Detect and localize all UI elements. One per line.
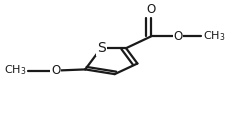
Text: O: O [146,3,156,16]
Text: S: S [97,41,105,55]
Text: CH$_3$: CH$_3$ [4,64,26,77]
Text: O: O [51,64,60,77]
Text: O: O [174,30,183,43]
Text: CH$_3$: CH$_3$ [203,30,226,43]
